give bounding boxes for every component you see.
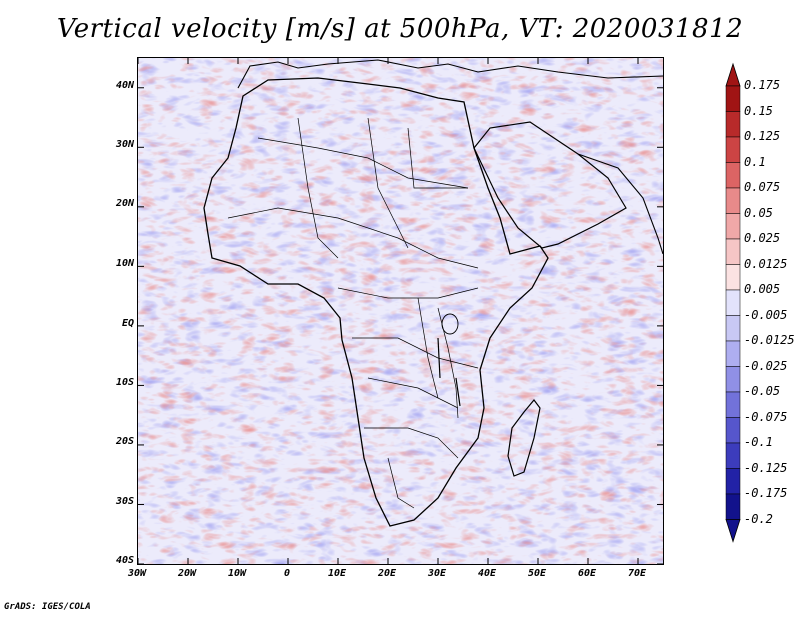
tick-marks <box>138 58 663 564</box>
colorbar-label: 0.125 <box>744 129 781 143</box>
colorbar-label: 0.1 <box>744 154 766 169</box>
colorbar-label: 0.05 <box>744 205 773 220</box>
lat-tick-label: 20S <box>115 436 134 447</box>
madagascar-outline <box>507 399 541 477</box>
colorbar-swatch <box>725 238 741 265</box>
colorbar-swatch <box>725 187 741 214</box>
map-panel[interactable] <box>137 57 664 565</box>
colorbar <box>725 62 741 543</box>
lake-victoria <box>441 313 459 335</box>
lake-malawi <box>455 377 461 407</box>
colorbar-swatch <box>725 493 741 520</box>
colorbar-label: -0.125 <box>744 460 788 475</box>
colorbar-swatch <box>725 468 741 495</box>
lon-tick-label: 20W <box>177 568 197 579</box>
colorbar-swatch <box>725 315 741 342</box>
colorbar-swatch <box>725 213 741 240</box>
lon-tick-label: 30E <box>427 568 447 579</box>
ascent-pattern <box>138 58 663 564</box>
lat-tick-label: 40S <box>115 555 134 566</box>
velocity-field-map <box>138 58 663 564</box>
colorbar-label: -0.2 <box>744 511 773 526</box>
colorbar-label: -0.175 <box>744 486 788 500</box>
colorbar-label: 0.025 <box>744 231 781 245</box>
colorbar-label: 0.005 <box>744 282 781 296</box>
lat-tick-label: EQ <box>121 318 134 329</box>
colorbar-label: -0.025 <box>744 358 788 373</box>
asia-outline <box>577 153 663 255</box>
colorbar-label: 0.0125 <box>744 256 788 271</box>
lat-tick-label: 30S <box>115 496 134 507</box>
colorbar-swatch <box>725 264 741 291</box>
colorbar-swatch <box>725 85 741 112</box>
colorbar-label: -0.1 <box>744 435 773 449</box>
colorbar-swatch <box>725 111 741 138</box>
lon-tick-label: 50E <box>527 568 547 579</box>
colorbar-swatch <box>725 417 741 444</box>
colorbar-swatch <box>725 136 741 163</box>
colorbar-label: -0.0125 <box>744 333 795 347</box>
lon-tick-label: 20E <box>377 568 397 579</box>
lon-tick-label: 10E <box>327 568 347 579</box>
colorbar-swatch <box>725 391 741 418</box>
lon-tick-label: 10W <box>227 568 247 579</box>
lat-tick-label: 40N <box>115 80 134 91</box>
colorbar-swatch <box>725 366 741 393</box>
lon-tick-label: 70E <box>627 568 647 579</box>
lon-tick-label: 40E <box>477 568 497 579</box>
lat-tick-label: 20N <box>115 198 134 209</box>
country-borders <box>227 117 479 509</box>
europe-outline <box>237 59 663 89</box>
colorbar-label: 0.175 <box>744 78 781 92</box>
colorbar-swatch <box>725 162 741 189</box>
lake-tanganyika <box>437 337 441 379</box>
lat-tick-label: 30N <box>115 139 134 150</box>
colorbar-top-arrow <box>725 62 741 87</box>
lon-tick-label: 60E <box>577 568 597 579</box>
colorbar-swatch <box>725 340 741 367</box>
africa-landmass <box>203 77 549 527</box>
colorbar-bottom-arrow <box>725 519 741 543</box>
lon-tick-label: 0 <box>283 568 291 579</box>
lat-tick-label: 10N <box>115 258 134 269</box>
colorbar-label: -0.05 <box>744 384 781 398</box>
credit-text: GrADS: IGES/COLA <box>4 602 91 612</box>
chart-title: Vertical velocity [m/s] at 500hPa, VT: 2… <box>56 14 744 44</box>
colorbar-label: 0.075 <box>744 180 781 194</box>
colorbar-swatch <box>725 289 741 316</box>
lon-tick-label: 30W <box>127 568 147 579</box>
colorbar-label: -0.075 <box>744 409 788 424</box>
colorbar-label: 0.15 <box>744 103 773 118</box>
arabia-outline <box>473 121 627 249</box>
colorbar-swatch <box>725 442 741 469</box>
colorbar-label: -0.005 <box>744 307 788 322</box>
lat-tick-label: 10S <box>115 377 134 388</box>
